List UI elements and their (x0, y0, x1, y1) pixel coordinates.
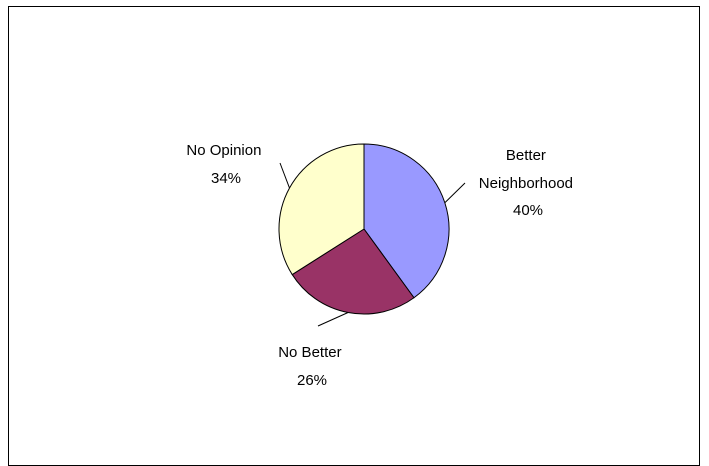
pie-slice-better-neighborhood (363, 143, 450, 299)
pie-slices (278, 143, 450, 315)
leader-line-better-neighborhood (444, 182, 466, 204)
pie-slice-no-better (291, 228, 415, 315)
leader-line-no-opinion (279, 162, 290, 189)
data-label-no-opinion: No Opinion 34% (186, 142, 265, 187)
data-label-better-neighborhood: Better Neighborhood 40% (479, 147, 577, 219)
data-label-no-better: No Better 26% (278, 344, 346, 389)
leader-line-no-better (317, 312, 349, 327)
leader-lines (279, 162, 466, 327)
